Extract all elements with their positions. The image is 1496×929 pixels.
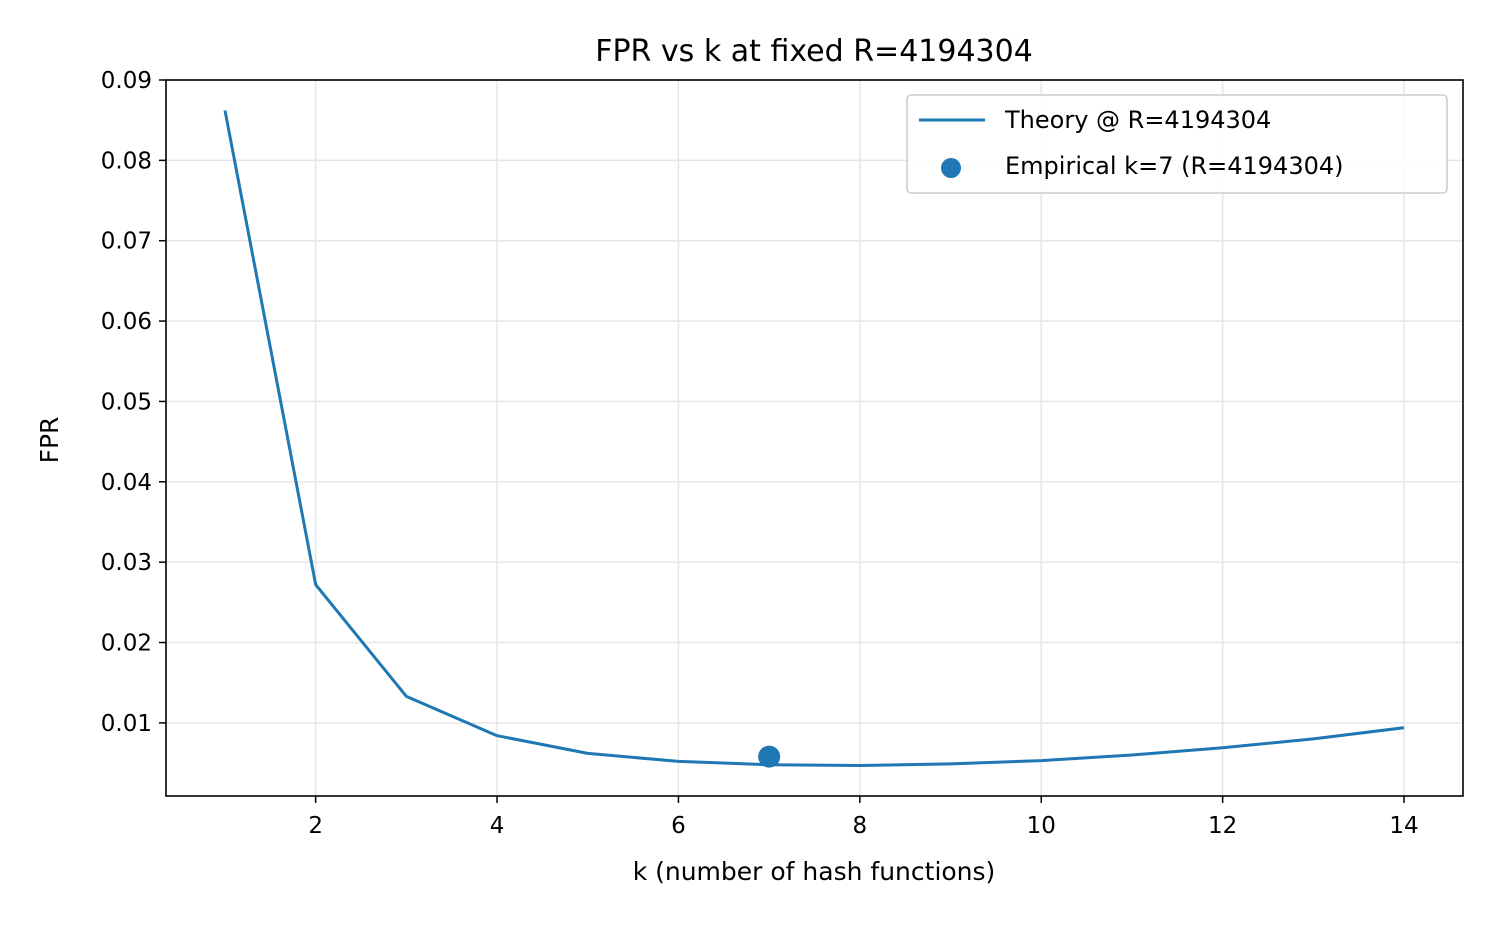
legend-dot-swatch [941,158,961,178]
x-tick-label: 6 [671,813,686,839]
x-tick-label: 2 [308,813,323,839]
y-tick-label: 0.03 [101,550,152,576]
y-tick-label: 0.07 [101,229,152,255]
x-axis-label: k (number of hash functions) [633,857,996,886]
x-tick-label: 14 [1389,813,1418,839]
y-tick-label: 0.08 [101,148,152,174]
y-tick-label: 0.02 [101,631,152,657]
y-tick-label: 0.09 [101,68,152,94]
legend-label-theory: Theory @ R=4194304 [1004,106,1271,134]
chart-title: FPR vs k at fixed R=4194304 [595,34,1033,69]
y-tick-label: 0.06 [101,309,152,335]
y-tick-label: 0.04 [101,470,152,496]
y-tick-label: 0.01 [101,711,152,737]
x-tick-label: 10 [1027,813,1056,839]
legend-label-empirical: Empirical k=7 (R=4194304) [1005,152,1343,180]
y-tick-label: 0.05 [101,389,152,415]
series-layer [225,111,1404,768]
x-tick-label: 8 [853,813,868,839]
x-tick-label: 12 [1208,813,1237,839]
y-axis-label: FPR [35,417,64,464]
x-tick-label: 4 [490,813,505,839]
empirical-point [758,746,780,768]
legend: Theory @ R=4194304 Empirical k=7 (R=4194… [907,95,1447,193]
theory-line [225,111,1404,766]
